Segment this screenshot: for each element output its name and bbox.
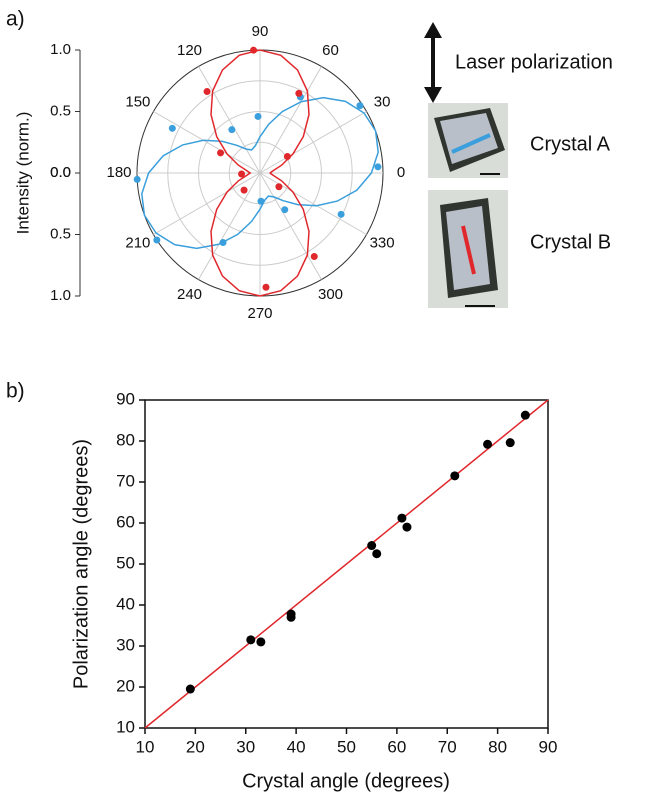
data-point [255, 113, 262, 120]
polarization-arrow [424, 22, 442, 103]
x-tick-label: 80 [488, 737, 507, 756]
data-point [241, 187, 248, 194]
x-tick-label: 50 [337, 737, 356, 756]
data-point [506, 438, 515, 447]
data-point [367, 541, 376, 550]
r-tick-label: 0.5 [50, 102, 71, 119]
angle-tick-label: 90 [252, 23, 269, 40]
crystal-b-image [428, 190, 508, 308]
r-tick-label: 0.5 [50, 225, 71, 242]
angle-tick-label: 0 [397, 164, 405, 181]
angle-tick-label: 270 [247, 305, 272, 322]
angle-tick-label: 30 [374, 93, 391, 110]
angle-tick-label: 240 [177, 286, 202, 303]
fit-line [145, 400, 548, 728]
data-point [220, 239, 227, 246]
data-point [204, 88, 211, 95]
y-tick-label: 40 [116, 594, 135, 613]
panel-label: a) [6, 8, 25, 31]
data-point [134, 176, 141, 183]
data-point [295, 90, 302, 97]
data-point [281, 206, 288, 213]
r-tick-label: 1.0 [50, 287, 71, 304]
angle-tick-label: 120 [177, 42, 202, 59]
data-point [338, 211, 345, 218]
data-point [284, 153, 291, 160]
crystal-a-image [428, 103, 508, 178]
data-point [450, 471, 459, 480]
y-tick-label: 50 [116, 553, 135, 572]
legend-label: Crystal A [530, 133, 611, 155]
y-tick-label: 70 [116, 471, 135, 490]
y-tick-label: 60 [116, 512, 135, 531]
legend-label: Crystal B [530, 231, 611, 253]
y-axis-label: Intensity (norm.) [13, 112, 32, 235]
x-tick-label: 60 [387, 737, 406, 756]
data-point [257, 198, 264, 205]
grid-spoke [153, 112, 260, 174]
angle-tick-label: 150 [125, 93, 150, 110]
y-tick-label: 30 [116, 635, 135, 654]
data-point [275, 183, 282, 190]
x-tick-label: 30 [236, 737, 255, 756]
y-tick-label: 80 [116, 430, 135, 449]
panel-label: b) [6, 380, 25, 403]
angle-tick-label: 60 [322, 42, 339, 59]
angle-tick-label: 180 [106, 164, 131, 181]
data-point [287, 613, 296, 622]
data-point [217, 149, 224, 156]
data-point [169, 125, 176, 132]
data-point [483, 440, 492, 449]
data-point [521, 411, 530, 420]
data-point [153, 236, 160, 243]
data-point [238, 170, 245, 177]
y-tick-label: 20 [116, 676, 135, 695]
grid-spoke [153, 173, 260, 235]
data-point [256, 637, 265, 646]
data-point [311, 253, 318, 260]
data-point [356, 102, 363, 109]
r-tick-label: 0.0 [50, 164, 71, 181]
r-tick-label: 1.0 [50, 41, 71, 58]
x-tick-label: 20 [186, 737, 205, 756]
grid-spoke [260, 112, 367, 174]
data-point [402, 523, 411, 532]
data-point [372, 549, 381, 558]
x-tick-label: 90 [539, 737, 558, 756]
figure: a) b) Intensity (norm.) Laser polarizati… [0, 0, 648, 800]
x-tick-label: 40 [287, 737, 306, 756]
y-tick-label: 90 [116, 389, 135, 408]
data-point [246, 635, 255, 644]
grid-spoke [260, 173, 367, 235]
legend-title: Laser polarization [455, 51, 613, 73]
angle-tick-label: 300 [318, 286, 343, 303]
data-point [186, 685, 195, 694]
y-axis-label: Polarization angle (degrees) [70, 439, 92, 689]
x-axis-label: Crystal angle (degrees) [242, 770, 450, 792]
angle-tick-label: 210 [125, 234, 150, 251]
x-tick-label: 10 [136, 737, 155, 756]
data-point [397, 514, 406, 523]
angle-tick-label: 330 [370, 234, 395, 251]
x-tick-label: 70 [438, 737, 457, 756]
data-point [374, 163, 381, 170]
data-point [250, 47, 257, 54]
data-point [262, 284, 269, 291]
y-tick-label: 10 [116, 717, 135, 736]
data-point [228, 126, 235, 133]
